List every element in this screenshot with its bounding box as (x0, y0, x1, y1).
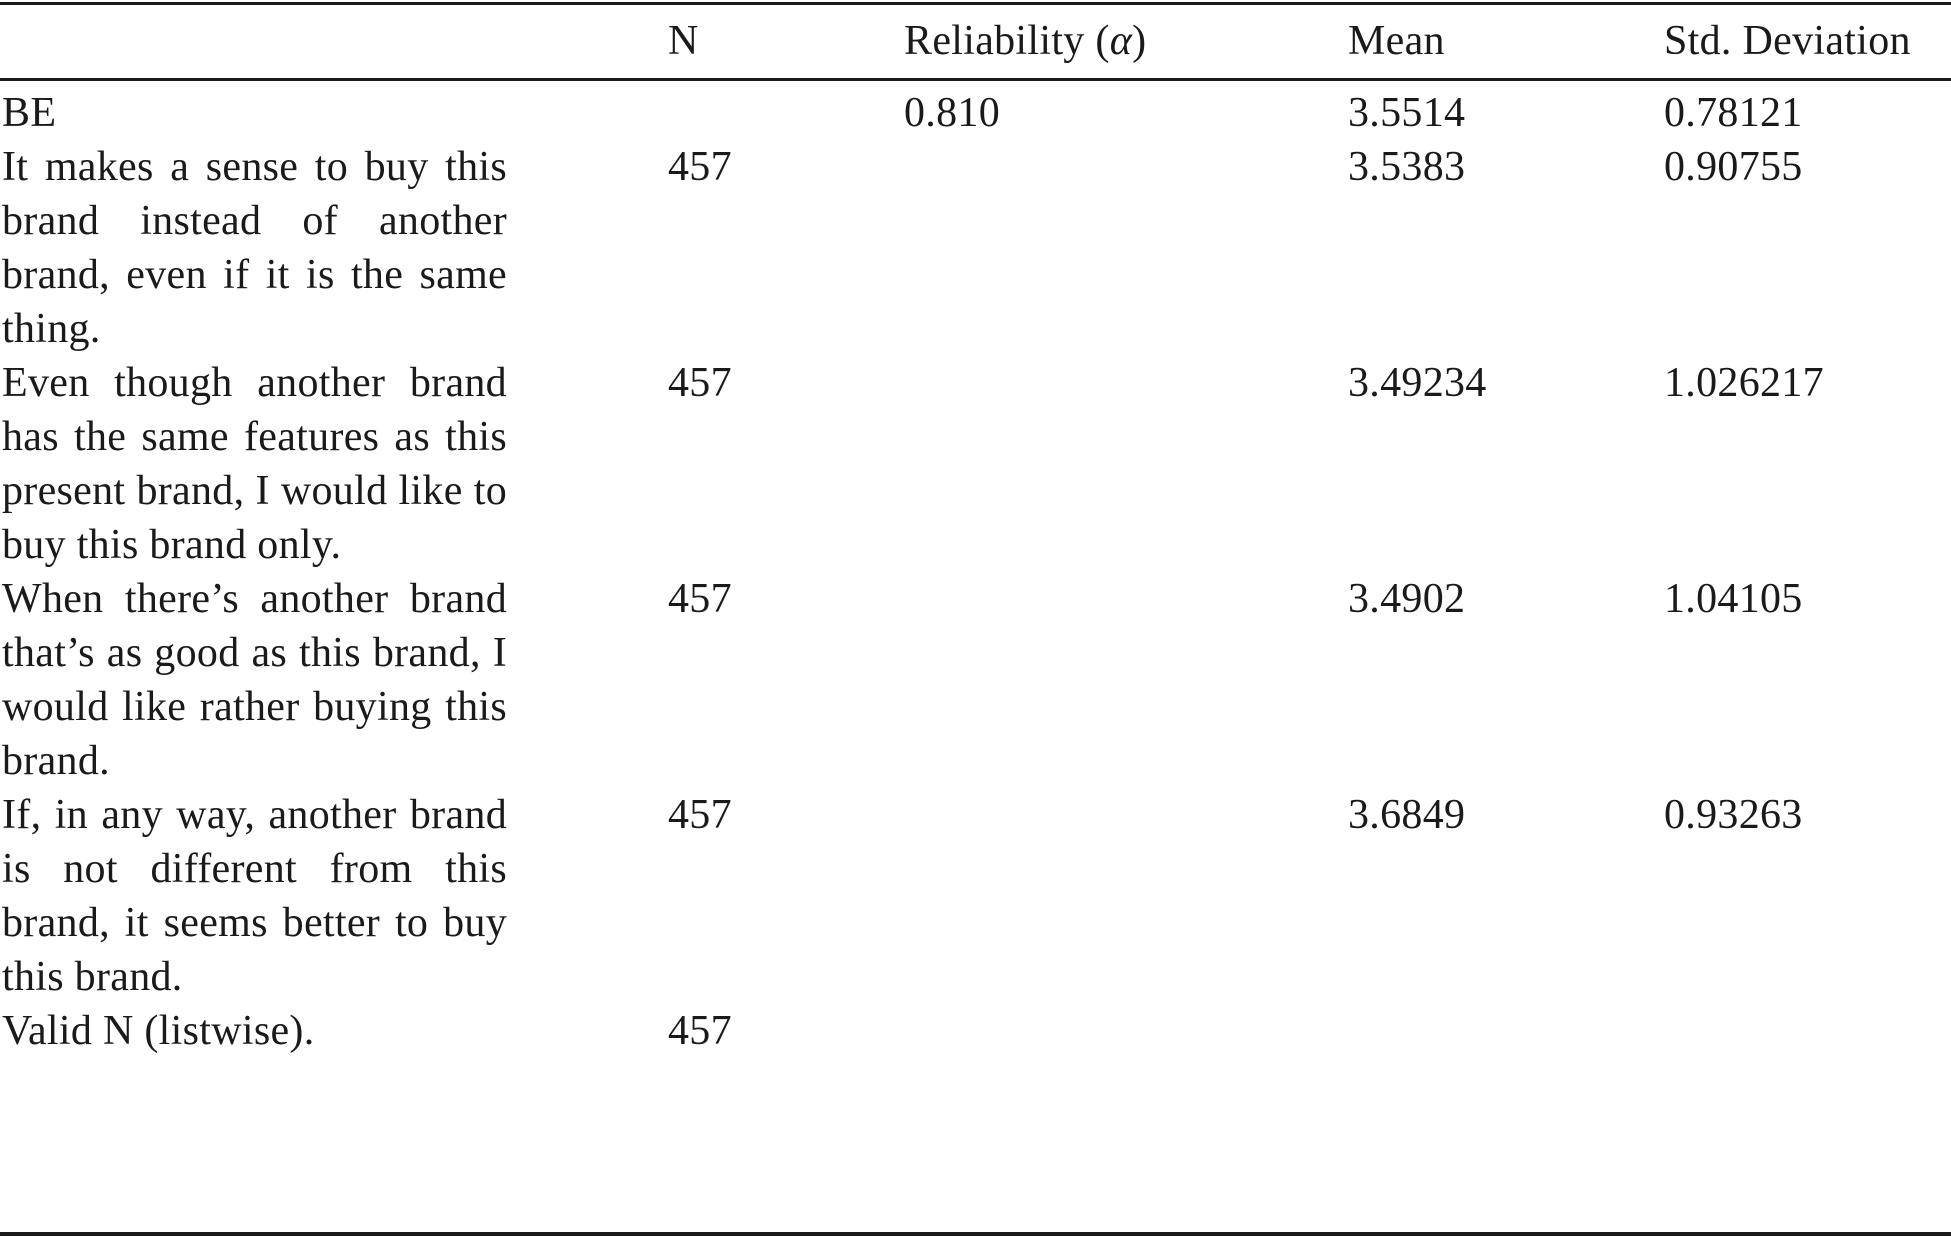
row-n-cell: 457 (668, 576, 732, 622)
row-mean-cell: 3.5514 (1348, 90, 1466, 136)
row-std-dev-cell: 1.04105 (1664, 576, 1803, 622)
row-std-dev-cell: 1.026217 (1664, 360, 1824, 406)
row-item-cell: Valid N (listwise). (0, 1004, 668, 1058)
row-reliability-cell (904, 788, 1348, 1004)
table-bottom-rule (0, 1232, 1951, 1236)
row-reliability-cell (904, 572, 1348, 788)
table-row: It makes a sense to buy this brand inste… (0, 140, 1951, 356)
alpha-symbol: α (1109, 18, 1133, 64)
row-std-dev-cell: 0.90755 (1664, 144, 1803, 190)
row-item-text: When there’s another brand that’s as goo… (2, 576, 507, 784)
header-reliability-prefix: Reliability ( (904, 18, 1110, 64)
row-n-cell (668, 80, 904, 140)
row-n-cell: 457 (668, 1008, 732, 1054)
header-row: N Reliability (α) Mean Std. Deviation (0, 0, 1951, 80)
row-item-cell: If, in any way, another brand is not dif… (0, 788, 668, 1004)
row-n-cell: 457 (668, 144, 732, 190)
row-std-dev-cell: 0.78121 (1664, 90, 1803, 136)
row-item-cell: When there’s another brand that’s as goo… (0, 572, 668, 788)
header-item (0, 0, 668, 80)
row-std-dev-cell (1664, 1004, 1951, 1058)
row-item-text: BE (2, 90, 57, 136)
table-row: If, in any way, another brand is not dif… (0, 788, 1951, 1004)
row-mean-cell: 3.4902 (1348, 576, 1466, 622)
row-n-cell: 457 (668, 792, 732, 838)
header-mean: Mean (1348, 18, 1445, 64)
row-reliability-cell: 0.810 (904, 90, 1000, 136)
row-reliability-cell (904, 356, 1348, 572)
header-std-deviation: Std. Deviation (1664, 18, 1911, 64)
table-row: Even though another brand has the same f… (0, 356, 1951, 572)
row-mean-cell (1348, 1004, 1664, 1058)
row-item-text: If, in any way, another brand is not dif… (2, 792, 507, 1000)
table-top-rule (0, 2, 1951, 5)
descriptive-statistics-table: N Reliability (α) Mean Std. Deviation BE… (0, 0, 1951, 1058)
row-item-text: Valid N (listwise). (2, 1008, 315, 1054)
table-row: Valid N (listwise). 457 (0, 1004, 1951, 1058)
row-mean-cell: 3.5383 (1348, 144, 1466, 190)
row-std-dev-cell: 0.93263 (1664, 792, 1803, 838)
table-header-rule (0, 78, 1951, 81)
header-n: N (668, 18, 699, 64)
row-item-text: It makes a sense to buy this brand inste… (2, 144, 507, 352)
header-reliability-suffix: ) (1132, 18, 1147, 64)
row-item-cell: Even though another brand has the same f… (0, 356, 668, 572)
row-mean-cell: 3.49234 (1348, 360, 1487, 406)
row-mean-cell: 3.6849 (1348, 792, 1466, 838)
table-row: When there’s another brand that’s as goo… (0, 572, 1951, 788)
row-reliability-cell (904, 1004, 1348, 1058)
row-item-cell: It makes a sense to buy this brand inste… (0, 140, 668, 356)
row-item-cell: BE (0, 80, 668, 140)
header-reliability: Reliability (α) (904, 0, 1348, 80)
row-item-text: Even though another brand has the same f… (2, 360, 507, 568)
row-reliability-cell (904, 140, 1348, 356)
row-n-cell: 457 (668, 360, 732, 406)
table-row: BE 0.810 3.5514 0.78121 (0, 80, 1951, 140)
